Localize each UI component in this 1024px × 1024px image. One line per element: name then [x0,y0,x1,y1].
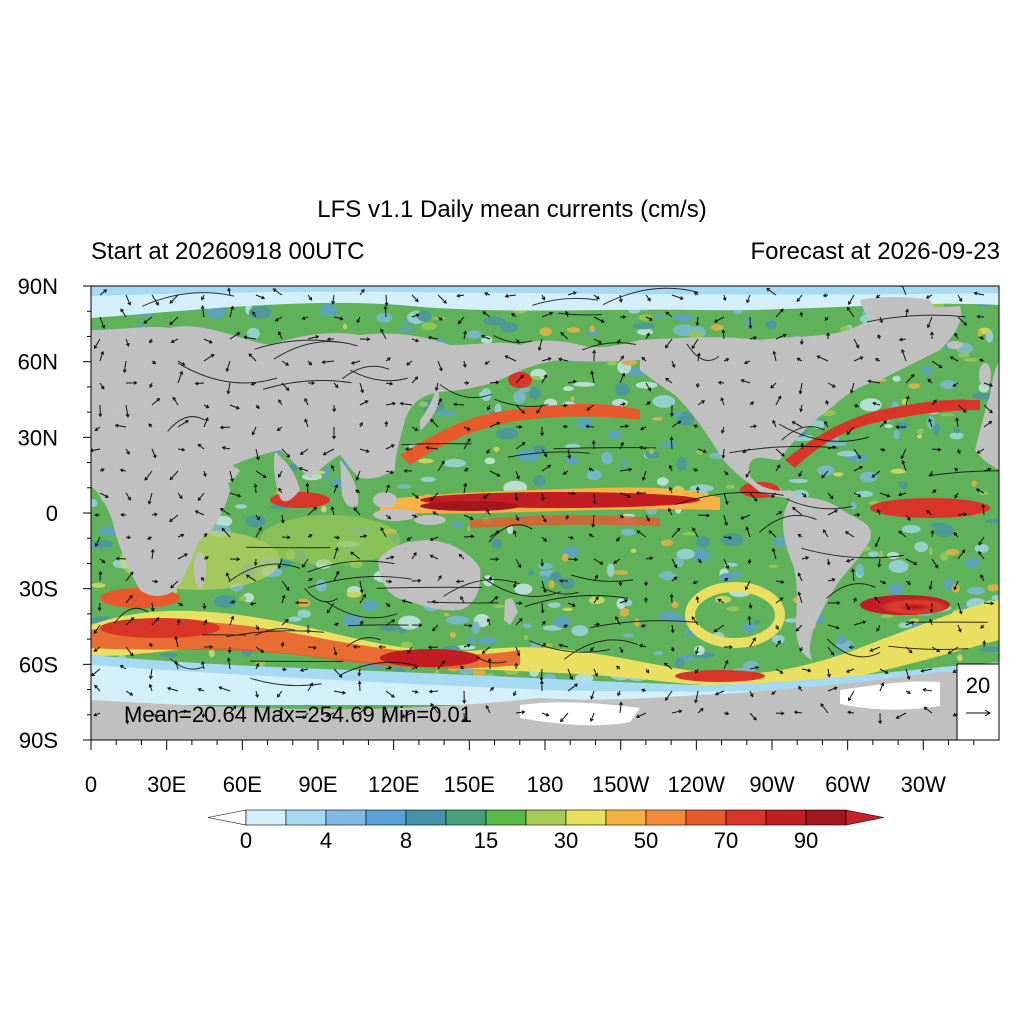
colorbar-box [485,809,527,826]
colorbar-box [725,809,767,826]
lon-tick-label: 60W [825,772,870,797]
colorbar-max-triangle [845,809,885,826]
colorbar-label: 15 [474,828,498,853]
lon-tick-label: 30W [901,772,946,797]
colorbar-box [765,809,807,826]
lon-tick-label: 120W [668,772,726,797]
lat-tick-label: 30S [19,577,58,602]
colorbar-box [525,809,567,826]
colorbar-box [365,809,407,826]
map-plot-area [91,286,999,740]
colorbar-box [325,809,367,826]
colorbar-label: 50 [634,828,658,853]
lon-tick-label: 180 [527,772,564,797]
lat-tick-label: 60S [19,652,58,677]
map-title: LFS v1.1 Daily mean currents (cm/s) [317,196,707,223]
colorbar-label: 8 [400,828,412,853]
colorbar-label: 90 [794,828,818,853]
axis-ticks [83,285,975,750]
reference-vector-label: 20 [966,673,990,698]
lon-tick-label: 120E [368,772,419,797]
colorbar-box [405,809,447,826]
colorbar-box [245,809,287,826]
current-streamlines [113,287,999,687]
colorbar-label: 0 [240,828,252,853]
colorbar-box [565,809,607,826]
lon-tick-label: 150W [592,772,650,797]
forecast-time-label: Forecast at 2026-09-23 [750,238,1000,265]
lon-tick-label: 60E [223,772,262,797]
lat-tick-label: 90N [18,274,58,299]
axis-tick-labels: 90N 60N 30N 0 30S 60S 90S 0 30E 60E 90E 120E 150E 180… [18,274,947,797]
lat-tick-label: 90S [19,728,58,753]
colorbar-box [805,809,847,826]
colorbar-box [605,809,647,826]
colorbar-label: 4 [320,828,332,853]
colorbar-box [285,809,327,826]
lon-tick-label: 30E [147,772,186,797]
lat-tick-label: 0 [46,501,58,526]
start-time-label: Start at 20260918 00UTC [91,238,365,265]
lon-tick-label: 150E [444,772,495,797]
lat-tick-label: 60N [18,350,58,375]
colorbar-min-triangle [207,809,247,826]
lon-tick-label: 0 [85,772,97,797]
colorbar: 0 4 8 15 30 50 70 90 [207,809,885,853]
lat-tick-label: 30N [18,425,58,450]
stats-label: Mean=20.64 Max=254.69 Min=0.01 [124,702,472,727]
colorbar-box [445,809,487,826]
reference-vector-box [956,663,1000,741]
colorbar-label: 70 [714,828,738,853]
current-vectors [91,286,995,725]
colorbar-label: 30 [554,828,578,853]
colorbar-box [645,809,687,826]
colorbar-box [685,809,727,826]
lon-tick-label: 90W [749,772,794,797]
lon-tick-label: 90E [298,772,337,797]
